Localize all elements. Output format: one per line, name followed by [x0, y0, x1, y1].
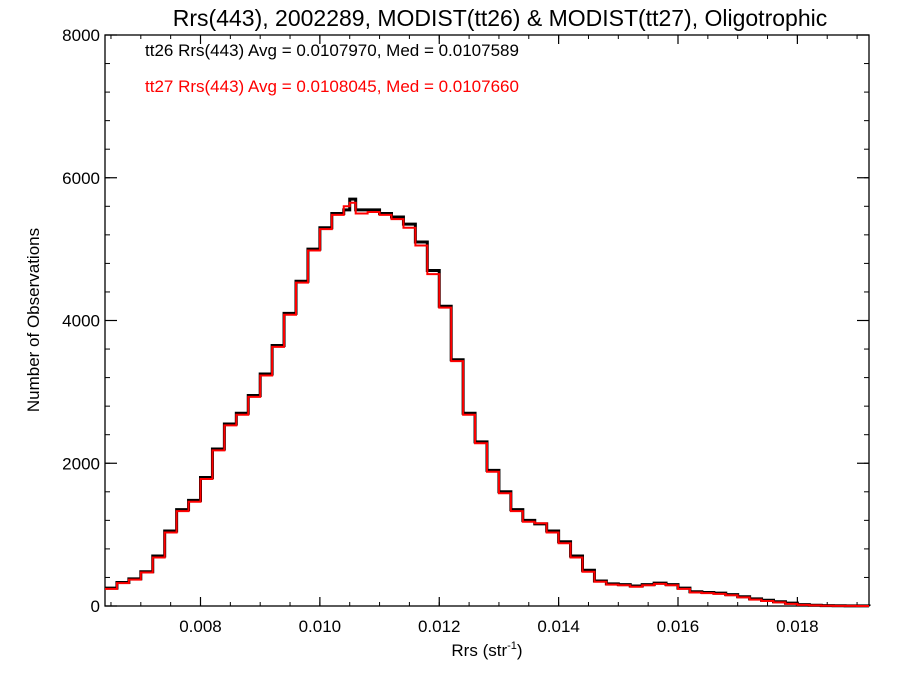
chart-title: Rrs(443), 2002289, MODIST(tt26) & MODIST…: [173, 5, 827, 31]
series-line-0: [105, 197, 871, 608]
x-tick-label: 0.014: [537, 617, 580, 636]
y-tick-label: 8000: [62, 26, 100, 45]
y-tick-label: 2000: [62, 454, 100, 473]
legend-entry-tt26: tt26 Rrs(443) Avg = 0.0107970, Med = 0.0…: [145, 41, 519, 60]
y-tick-label: 4000: [62, 312, 100, 331]
x-axis-label-superscript: -1: [507, 640, 517, 652]
plot-frame: [104, 34, 870, 607]
x-tick-label: 0.016: [657, 617, 700, 636]
x-tick-label: 0.008: [179, 617, 222, 636]
axis-ticks: [105, 34, 869, 607]
y-tick-label: 0: [91, 597, 100, 616]
legend-entry-tt27: tt27 Rrs(443) Avg = 0.0108045, Med = 0.0…: [145, 77, 519, 96]
x-tick-label: 0.012: [418, 617, 461, 636]
y-tick-label: 6000: [62, 169, 100, 188]
x-axis-label: Rrs (str-1): [451, 640, 522, 660]
tick-labels: 0.008 0.010 0.012 0.014 0.016 0.018 0 2000 4000 6…: [62, 26, 818, 636]
series-group: [105, 197, 871, 608]
y-axis-label: Number of Observations: [24, 228, 43, 412]
x-tick-label: 0.010: [299, 617, 342, 636]
x-axis-label-main: Rrs (str: [451, 641, 507, 660]
series-line-1: [105, 201, 869, 607]
x-tick-label: 0.018: [776, 617, 819, 636]
x-axis-label-close: ): [517, 641, 523, 660]
